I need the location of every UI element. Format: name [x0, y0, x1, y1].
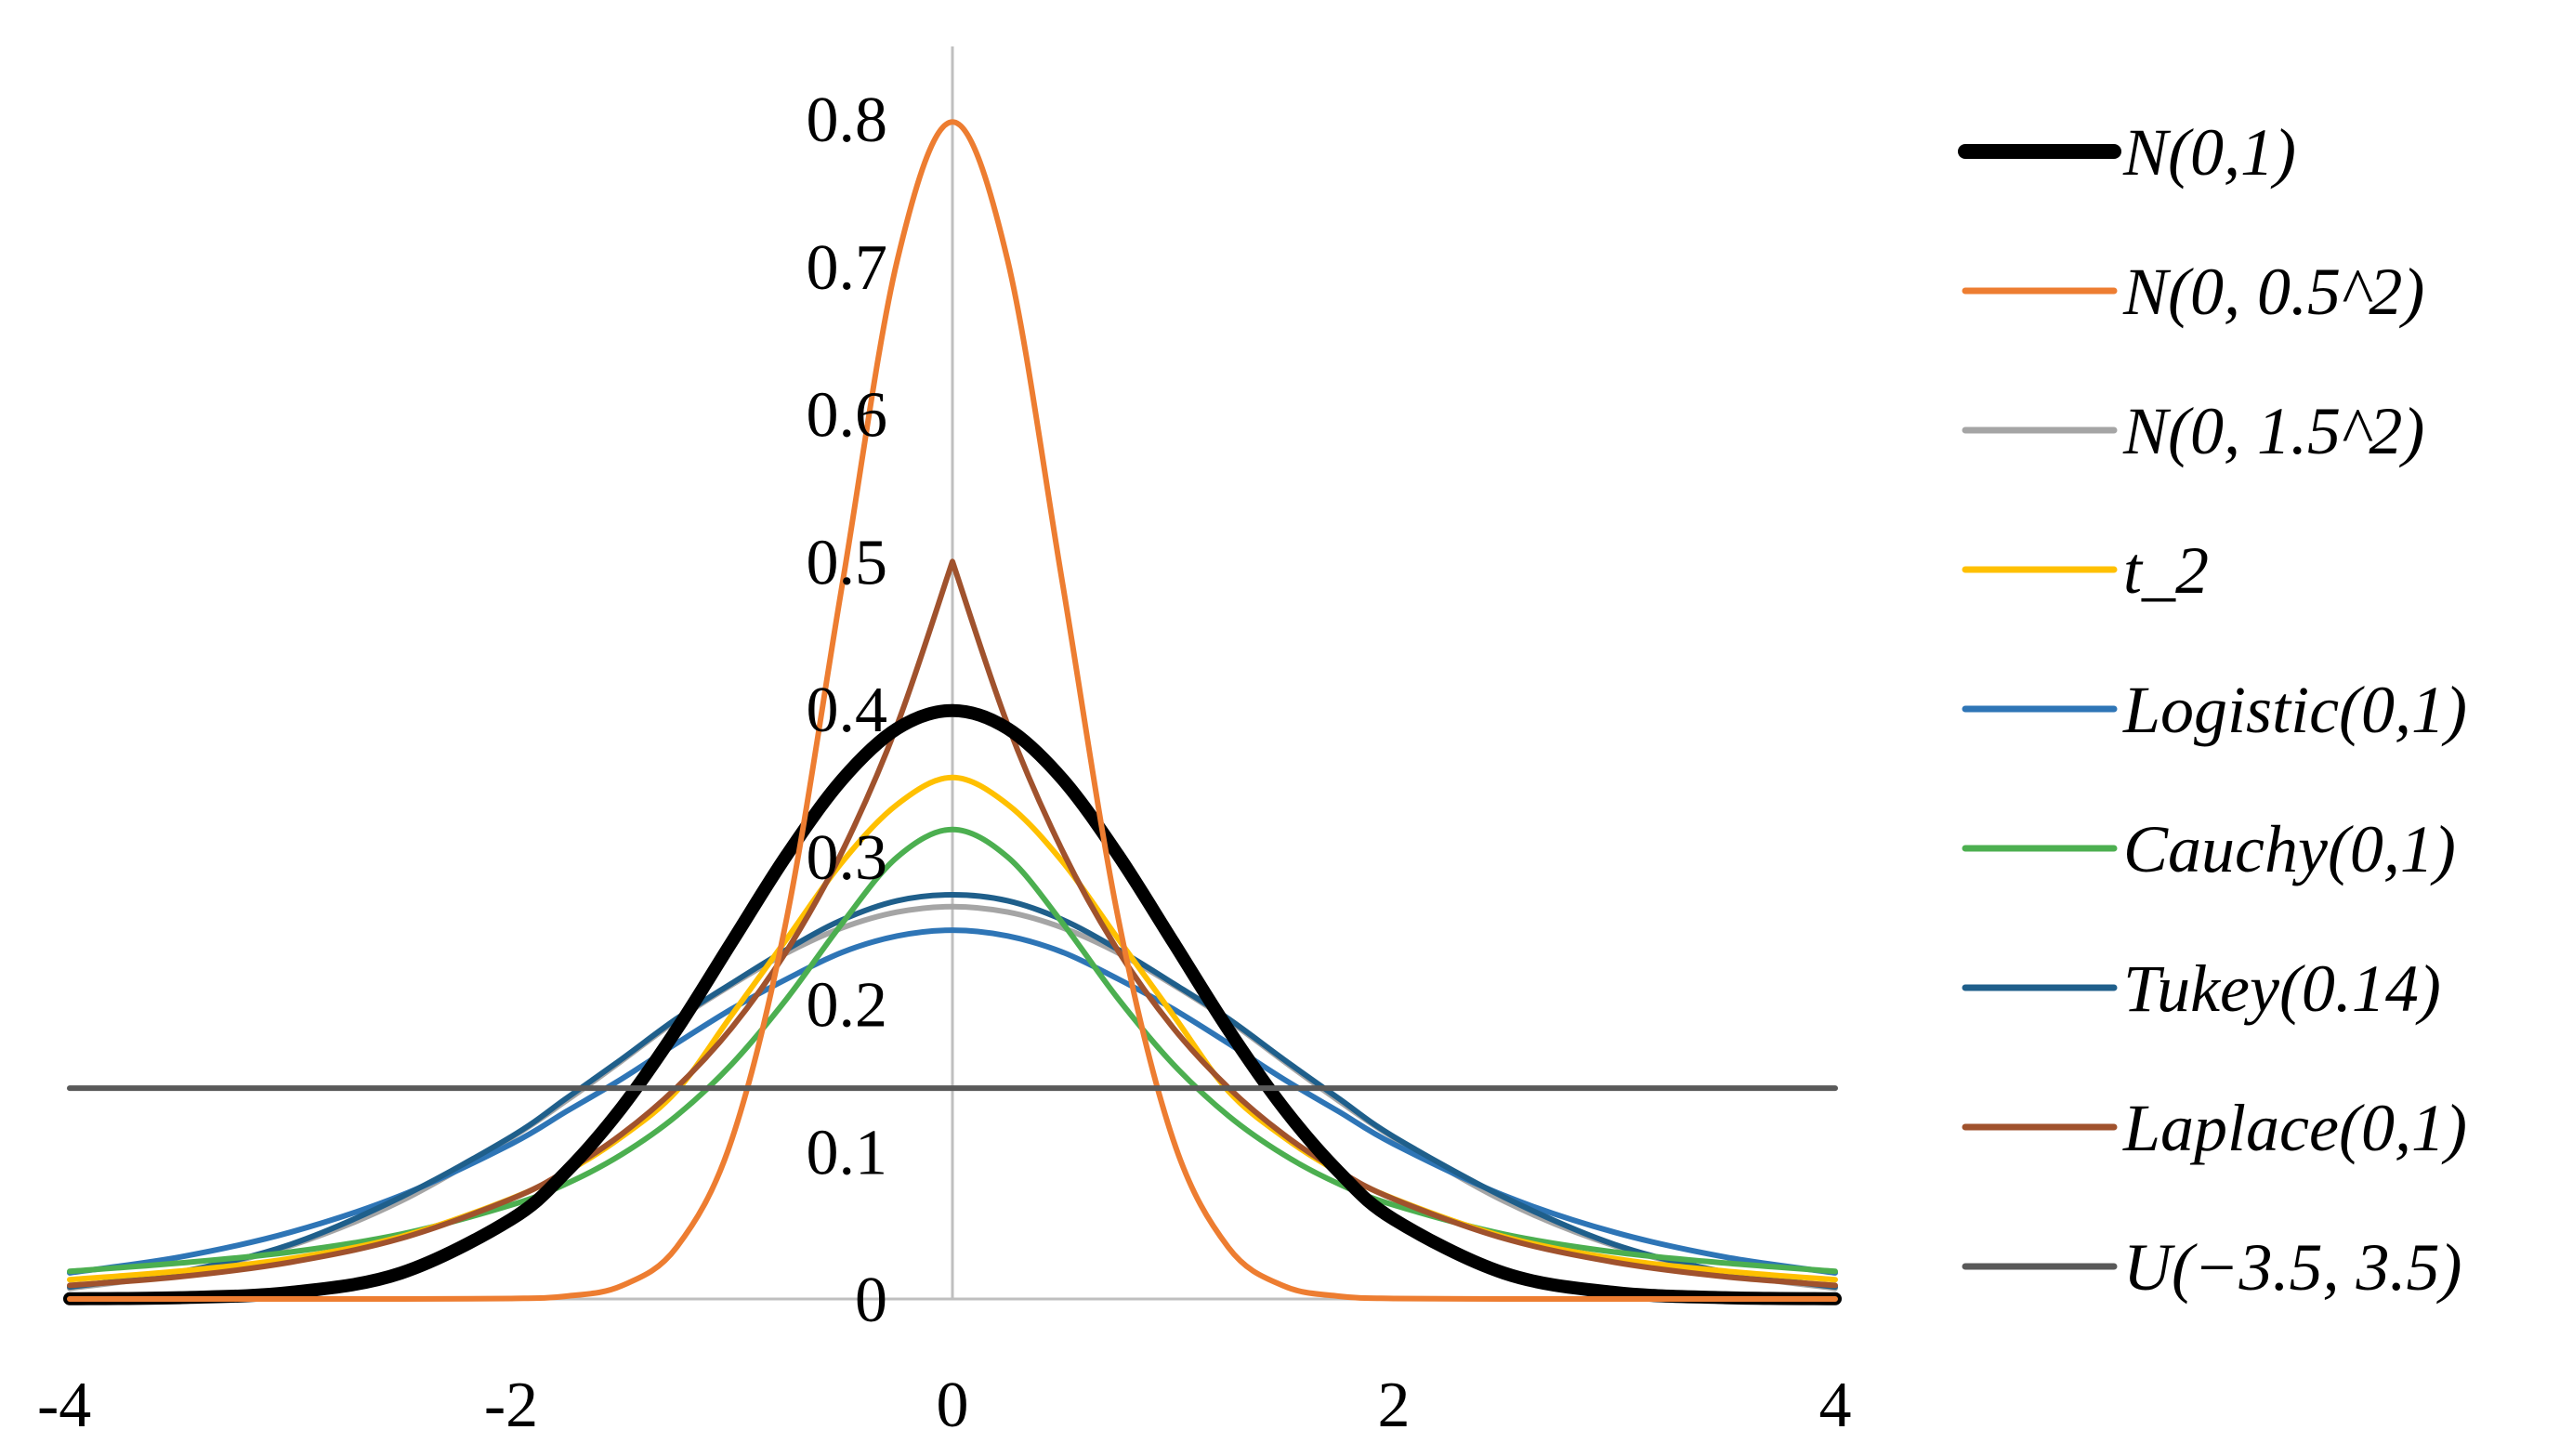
x-tick-label: -4 [37, 1370, 91, 1441]
legend-label: t_2 [2123, 533, 2209, 608]
legend: N(0,1) N(0, 0.5^2) N(0, 1.5^2) t_2 Logistic(… [1958, 115, 2467, 1305]
y-tick-label: 0.7 [807, 232, 888, 304]
legend-label: N(0, 0.5^2) [2122, 255, 2424, 329]
legend-label: Logistic(0,1) [2122, 673, 2467, 747]
legend-item: U(−3.5, 3.5) [1962, 1230, 2462, 1305]
y-tick-label: 0.8 [807, 85, 888, 156]
x-tick-label: 2 [1378, 1370, 1411, 1441]
x-tick-label: 4 [1819, 1370, 1852, 1441]
legend-item: Logistic(0,1) [1962, 673, 2467, 747]
y-tick-label: 0.6 [807, 380, 888, 452]
legend-label: N(0, 1.5^2) [2122, 394, 2424, 468]
legend-item: Laplace(0,1) [1962, 1091, 2467, 1165]
y-tick-label: 0.1 [807, 1117, 888, 1188]
series-line-0 [63, 703, 1842, 1305]
series-line-1 [67, 119, 1838, 1303]
tick-labels: 0 0.1 0.2 0.3 0.4 0.5 0.6 0.7 0.8 -4 -2 0 2 4 [37, 85, 1852, 1441]
legend-item: N(0, 1.5^2) [1962, 394, 2424, 468]
legend-item: N(0,1) [1958, 115, 2296, 190]
legend-label: Cauchy(0,1) [2123, 812, 2456, 886]
series-line-6 [67, 892, 1838, 1290]
y-tick-label: 0 [855, 1265, 887, 1336]
axes [70, 46, 1835, 1301]
legend-item: Cauchy(0,1) [1962, 812, 2456, 886]
y-tick-label: 0.3 [807, 822, 888, 894]
x-tick-label: 0 [937, 1370, 969, 1441]
legend-label: U(−3.5, 3.5) [2123, 1230, 2462, 1305]
series-lines [63, 119, 1842, 1305]
legend-label: N(0,1) [2122, 115, 2296, 190]
legend-item: N(0, 0.5^2) [1962, 255, 2424, 329]
x-tick-label: -2 [484, 1370, 538, 1441]
y-tick-label: 0.4 [807, 675, 888, 746]
legend-item: Tukey(0.14) [1962, 951, 2441, 1026]
series-line-7 [67, 558, 1838, 1289]
legend-item: t_2 [1962, 533, 2209, 608]
legend-label: Laplace(0,1) [2122, 1091, 2467, 1165]
y-tick-label: 0.2 [807, 970, 888, 1042]
legend-label: Tukey(0.14) [2123, 951, 2441, 1026]
y-tick-label: 0.5 [807, 527, 888, 598]
